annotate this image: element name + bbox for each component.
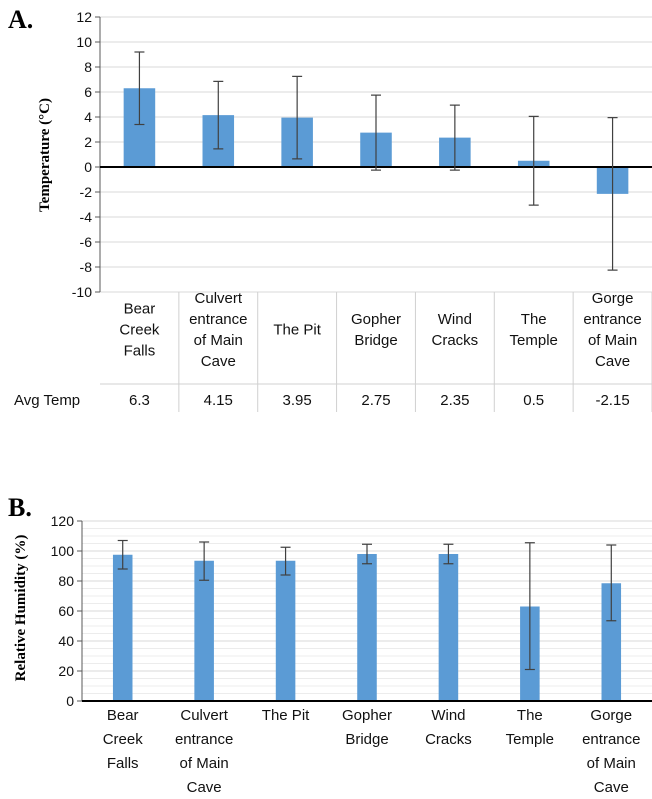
category-label: Bear Creek Falls — [103, 707, 144, 772]
category-label-line: The — [521, 311, 547, 328]
category-label-line: Gopher — [342, 707, 392, 724]
category-label-line: Cracks — [425, 731, 472, 748]
y-tick-label: 120 — [51, 513, 75, 529]
bar — [357, 554, 377, 701]
category-label-line: of Main — [587, 755, 636, 772]
category-label: Bear Creek Falls — [119, 301, 160, 360]
y-tick-label: 60 — [58, 603, 74, 619]
category-label: Gopher Bridge — [342, 707, 392, 748]
y-tick-label: 8 — [84, 59, 92, 75]
category-label-line: entrance — [583, 311, 641, 328]
table-value: 4.15 — [204, 392, 233, 409]
y-tick-label: 2 — [84, 134, 92, 150]
table-value: 2.35 — [440, 392, 469, 409]
category-label-line: Creek — [119, 322, 160, 339]
category-label: Wind Cracks — [432, 311, 479, 349]
panel-b-label: B. — [8, 493, 32, 522]
category-label-line: The — [517, 707, 543, 724]
category-label-line: of Main — [588, 332, 637, 349]
category-label: Culvert entrance of Main Cave — [189, 290, 247, 370]
bar — [275, 560, 296, 701]
category-label-line: entrance — [175, 731, 233, 748]
y-tick-label: -4 — [80, 209, 93, 225]
y-tick-label: 12 — [76, 9, 92, 25]
bar — [194, 560, 214, 701]
table-row-label: Avg Temp — [14, 392, 80, 409]
category-label-line: Culvert — [195, 290, 243, 307]
y-tick-label: 20 — [58, 663, 74, 679]
y-tick-label: -6 — [80, 234, 93, 250]
bar — [112, 554, 133, 701]
y-tick-label: 80 — [58, 573, 74, 589]
category-label-line: Cave — [595, 353, 630, 370]
category-label-line: Cave — [201, 353, 236, 370]
category-label-line: The Pit — [273, 322, 321, 339]
y-tick-label: 100 — [51, 543, 75, 559]
category-label: Culvert entrance of Main Cave — [175, 707, 233, 796]
category-label-line: Gorge — [590, 707, 632, 724]
bar — [438, 554, 459, 701]
category-label-line: Cave — [187, 779, 222, 796]
category-label-line: Bridge — [354, 332, 397, 349]
y-tick-label: -2 — [80, 184, 93, 200]
category-label-line: Culvert — [180, 707, 228, 724]
category-label-line: entrance — [582, 731, 640, 748]
y-tick-label: -8 — [80, 259, 93, 275]
table-value: 6.3 — [129, 392, 150, 409]
y-tick-label: 0 — [66, 693, 74, 709]
category-label-line: Cracks — [432, 332, 479, 349]
category-label-line: Creek — [103, 731, 144, 748]
category-label: Wind Cracks — [425, 707, 472, 748]
y-tick-label: -10 — [72, 284, 92, 300]
category-label: Gorge entrance of Main Cave — [583, 290, 641, 370]
y-tick-label: 10 — [76, 34, 92, 50]
category-label: Gorge entrance of Main Cave — [582, 707, 640, 796]
table-value: 3.95 — [283, 392, 312, 409]
panel-a-y-axis-label: Temperature (°C) — [37, 98, 53, 212]
category-label-line: Gorge — [592, 290, 634, 307]
panel-b-y-axis-label: Relative Humidity (%) — [13, 535, 29, 682]
table-value: -2.15 — [595, 392, 629, 409]
panel-a-label: A. — [8, 5, 33, 34]
category-label: The Pit — [273, 322, 321, 339]
y-tick-label: 0 — [84, 159, 92, 175]
category-label: Gopher Bridge — [351, 311, 401, 349]
humidity-chart: 0 20 40 60 80 100 120 Bear Creek Falls Culvert entr… — [51, 513, 652, 796]
table-value: 0.5 — [523, 392, 544, 409]
y-tick-label: 6 — [84, 84, 92, 100]
category-label-line: Cave — [594, 779, 629, 796]
table-value: 2.75 — [361, 392, 390, 409]
temperature-chart: -10 -8 -6 -4 -2 0 2 4 6 8 10 12 Bear Creek Falls Culver… — [14, 9, 652, 412]
category-label-line: Bridge — [345, 731, 388, 748]
y-tick-label: 4 — [84, 109, 92, 125]
y-tick-label: 40 — [58, 633, 74, 649]
category-label-line: Wind — [431, 707, 465, 724]
category-label-line: Falls — [107, 755, 139, 772]
category-label-line: Gopher — [351, 311, 401, 328]
category-label: The Temple — [506, 707, 554, 748]
category-label-line: Temple — [510, 332, 558, 349]
category-label: The Temple — [510, 311, 558, 349]
bar — [601, 583, 622, 701]
category-label: The Pit — [262, 707, 310, 724]
category-label-line: Wind — [438, 311, 472, 328]
category-label-line: Bear — [124, 301, 156, 318]
category-label-line: entrance — [189, 311, 247, 328]
category-label-line: The Pit — [262, 707, 310, 724]
category-label-line: Falls — [124, 343, 156, 360]
category-label-line: of Main — [180, 755, 229, 772]
category-label-line: of Main — [194, 332, 243, 349]
category-label-line: Bear — [107, 707, 139, 724]
category-label-line: Temple — [506, 731, 554, 748]
